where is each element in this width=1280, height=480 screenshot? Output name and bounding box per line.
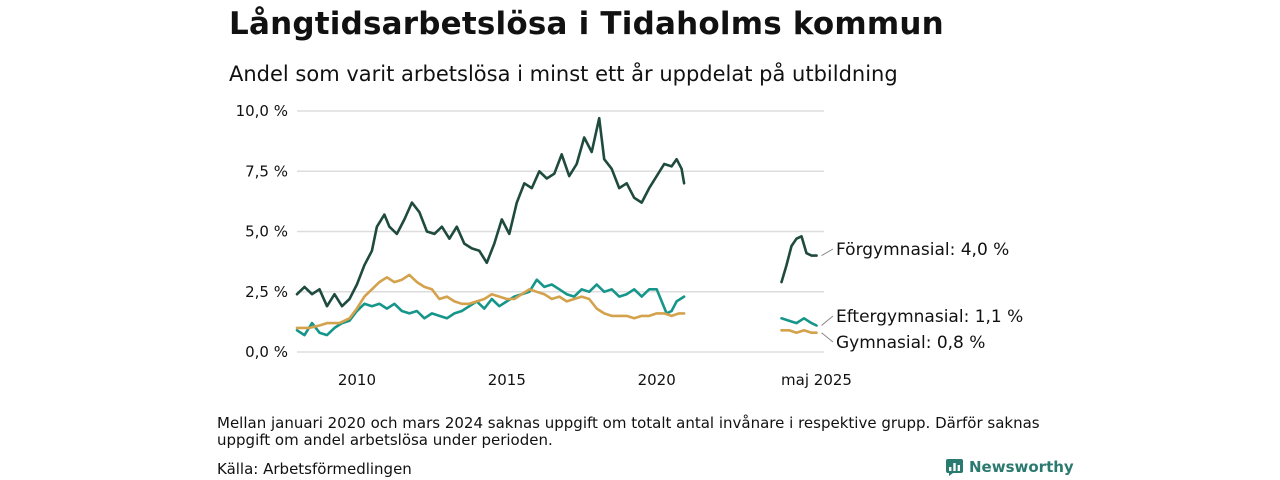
x-tick-label: 2015 xyxy=(488,371,526,389)
series-line-f-rgymnasial-1 xyxy=(780,235,818,284)
newsworthy-logo[interactable]: Newsworthy xyxy=(946,458,1074,476)
x-tick-label: 2020 xyxy=(638,371,676,389)
gridlines xyxy=(297,110,824,353)
series-line-eftergymnasial-1 xyxy=(780,317,818,327)
x-tick-label: maj 2025 xyxy=(781,371,852,389)
series-end-labels: Förgymnasial: 4,0 % Eftergymnasial: 1,1 %… xyxy=(821,240,1023,353)
y-tick-label: 2,5 % xyxy=(245,283,288,301)
y-tick-label: 0,0 % xyxy=(245,343,288,361)
series-line-gymnasial-0 xyxy=(295,273,686,330)
label-leader-eftergymnasial xyxy=(821,315,834,326)
y-axis-tick-labels: 0,0 % 2,5 % 5,0 % 7,5 % 10,0 % xyxy=(236,102,288,361)
chart-subtitle: Andel som varit arbetslösa i minst ett å… xyxy=(229,62,898,86)
series-line-eftergymnasial-0 xyxy=(295,278,686,337)
series-end-label-eftergymnasial: Eftergymnasial: 1,1 % xyxy=(836,307,1023,327)
logo-text: Newsworthy xyxy=(969,458,1074,476)
missing-data-note: Mellan januari 2020 och mars 2024 saknas… xyxy=(217,414,1040,449)
label-leader-gymnasial xyxy=(821,332,834,343)
series-lines xyxy=(295,116,818,337)
source-text: Källa: Arbetsförmedlingen xyxy=(217,460,412,478)
series-line-f-rgymnasial-0 xyxy=(295,116,686,308)
y-tick-label: 7,5 % xyxy=(245,162,288,180)
x-axis-tick-labels: 2010 2015 2020 maj 2025 xyxy=(338,371,852,389)
label-leader-f-rgymnasial xyxy=(821,248,834,257)
y-tick-label: 5,0 % xyxy=(245,223,288,241)
series-line-gymnasial-1 xyxy=(780,329,818,334)
bar-chart-icon xyxy=(946,458,963,476)
series-end-label-gymnasial: Gymnasial: 0,8 % xyxy=(836,333,985,353)
series-end-label-f-rgymnasial: Förgymnasial: 4,0 % xyxy=(836,240,1009,260)
chart-title: Långtidsarbetslösa i Tidaholms kommun xyxy=(229,6,944,42)
x-tick-label: 2010 xyxy=(338,371,376,389)
y-tick-label: 10,0 % xyxy=(236,102,288,120)
